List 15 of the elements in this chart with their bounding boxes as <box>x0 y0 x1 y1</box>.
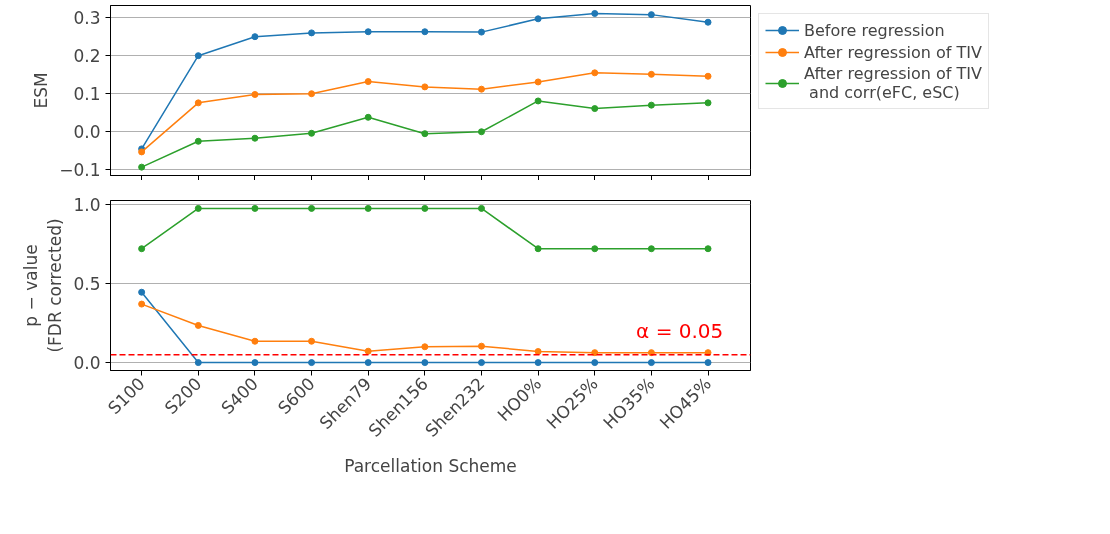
y-tick-label: 0.0 <box>73 353 101 374</box>
y-axis-title: ESM <box>31 72 52 109</box>
y-tick-label: 0.3 <box>73 8 101 29</box>
y-tick-label: 0.5 <box>73 274 101 295</box>
legend-label: Before regression <box>804 20 945 40</box>
legend-label: After regression of TIV and corr(eFC, eSC) <box>804 64 982 102</box>
y-axis-title: p − value (FDR corrected) <box>21 218 66 353</box>
y-tick-label: 1.0 <box>73 194 101 215</box>
legend-label: After regression of TIV <box>804 42 982 62</box>
ref-line-label: α = 0.05 <box>636 318 724 343</box>
y-tick-label: 0.1 <box>73 84 101 105</box>
y-tick-label: 0.0 <box>73 122 101 143</box>
x-axis-title: Parcellation Scheme <box>344 455 517 476</box>
y-tick-label: −0.1 <box>59 160 101 181</box>
y-tick-label: 0.2 <box>73 46 101 67</box>
